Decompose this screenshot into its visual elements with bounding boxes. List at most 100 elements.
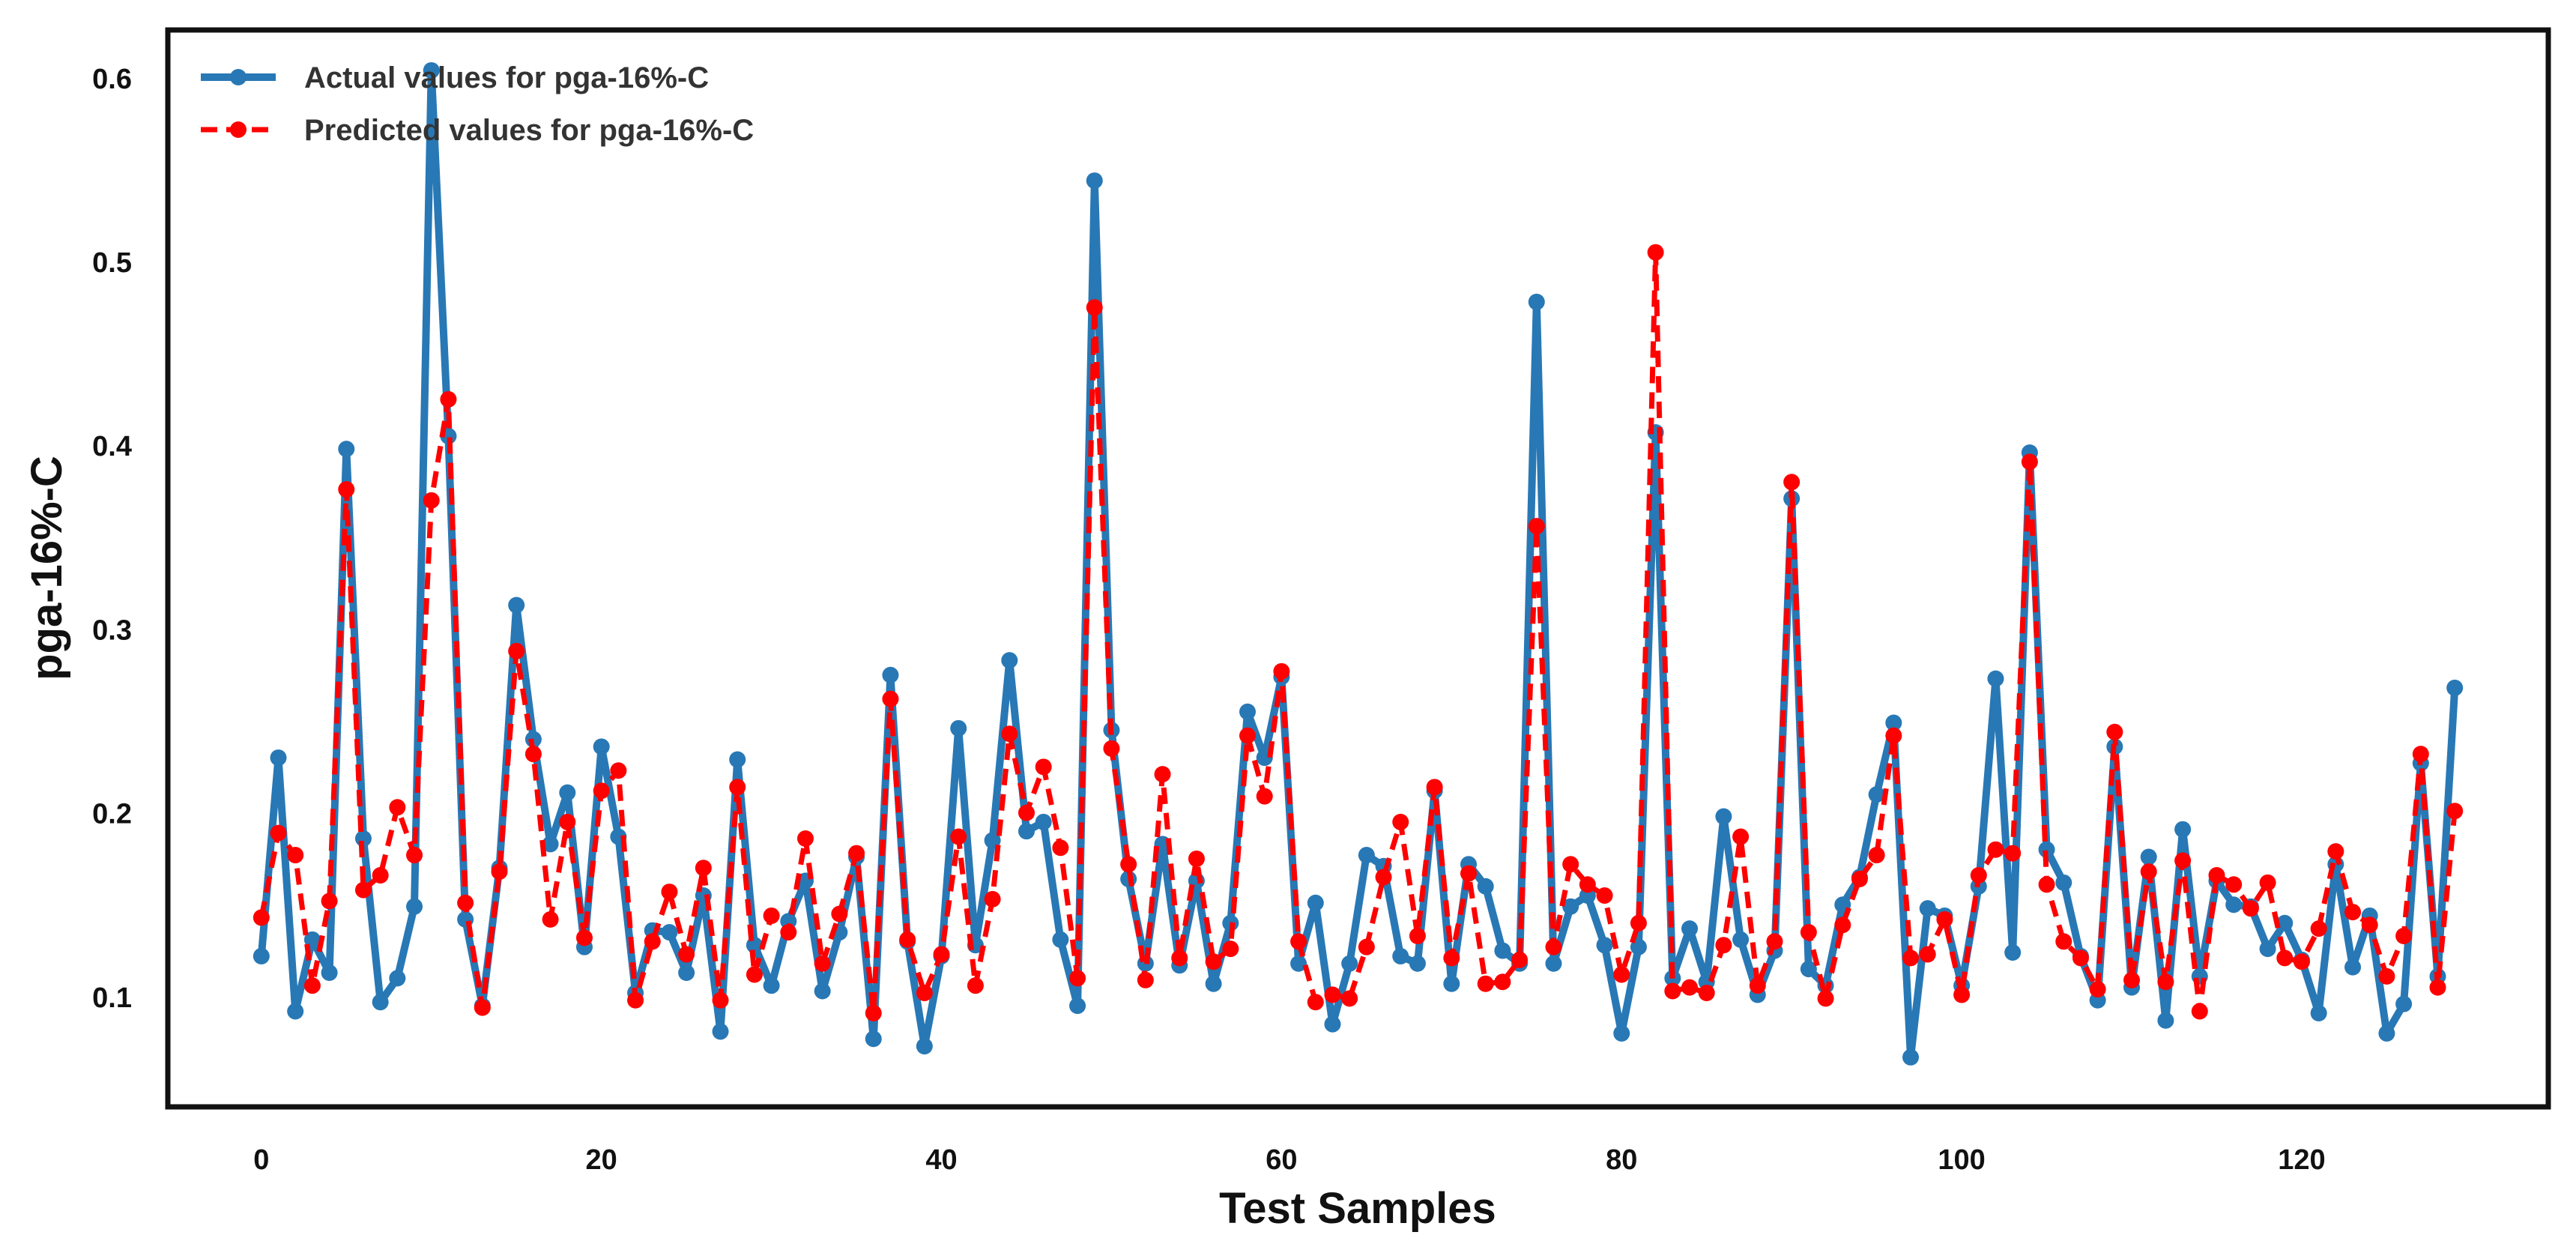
data-point-actual	[1018, 823, 1035, 840]
data-point-actual	[712, 1023, 729, 1040]
y-tick-label: 0.3	[92, 615, 132, 646]
data-point-predicted	[2191, 1003, 2208, 1020]
data-point-predicted	[2021, 453, 2038, 471]
data-point-predicted	[1341, 990, 1358, 1007]
data-point-actual	[2310, 1004, 2327, 1021]
data-point-predicted	[1052, 839, 1069, 857]
data-point-predicted	[372, 867, 389, 884]
data-point-predicted	[389, 799, 406, 816]
data-point-actual	[593, 738, 610, 755]
data-point-predicted	[1732, 828, 1750, 845]
data-point-actual	[2157, 1012, 2174, 1029]
plot-area	[253, 61, 2464, 1066]
data-point-actual	[1902, 1048, 1920, 1066]
data-point-predicted	[695, 860, 712, 877]
data-point-actual	[2174, 821, 2192, 838]
data-point-predicted	[2259, 874, 2276, 891]
data-point-predicted	[440, 390, 457, 408]
data-point-predicted	[627, 991, 644, 1009]
data-point-predicted	[270, 824, 287, 842]
data-point-actual	[508, 597, 525, 614]
data-point-predicted	[1511, 951, 1529, 968]
data-point-actual	[1052, 931, 1069, 948]
data-point-actual	[2004, 944, 2022, 961]
data-point-predicted	[2072, 949, 2089, 967]
data-point-actual	[423, 61, 440, 79]
data-point-predicted	[967, 977, 984, 994]
data-point-predicted	[1137, 971, 1154, 988]
data-point-predicted	[2004, 845, 2022, 862]
data-point-actual	[1358, 847, 1375, 864]
data-point-predicted	[2106, 723, 2123, 740]
data-point-predicted	[1392, 813, 1409, 830]
data-point-actual	[1239, 703, 1256, 720]
data-point-predicted	[1035, 758, 1052, 776]
data-point-predicted	[2429, 979, 2446, 996]
data-point-predicted	[1902, 949, 1920, 967]
data-point-predicted	[1681, 979, 1699, 996]
data-point-predicted	[457, 894, 474, 911]
data-point-predicted	[1154, 766, 1171, 783]
data-point-predicted	[1936, 911, 1953, 928]
data-point-actual	[1528, 293, 1545, 310]
y-tick-label: 0.2	[92, 799, 132, 830]
data-point-predicted	[2174, 852, 2192, 869]
data-point-predicted	[1613, 966, 1630, 983]
data-point-predicted	[2395, 927, 2413, 944]
data-point-predicted	[1817, 990, 1834, 1007]
data-point-predicted	[406, 847, 423, 864]
data-point-predicted	[2378, 967, 2395, 985]
data-point-actual	[1868, 786, 1885, 803]
data-point-predicted	[491, 863, 508, 881]
data-point-predicted	[1375, 869, 1392, 886]
data-point-actual	[950, 719, 967, 737]
data-point-actual	[406, 898, 423, 915]
data-point-actual	[253, 947, 270, 964]
data-point-predicted	[423, 492, 440, 509]
data-point-predicted	[2140, 863, 2157, 881]
data-point-predicted	[2225, 876, 2243, 893]
data-point-actual	[2276, 914, 2294, 932]
data-point-actual	[2055, 874, 2072, 891]
data-point-actual	[2446, 679, 2464, 696]
x-tick-label: 0	[253, 1144, 269, 1176]
data-point-predicted	[2361, 917, 2378, 934]
data-point-predicted	[1800, 924, 1817, 941]
data-point-actual	[1409, 955, 1426, 972]
x-tick-label: 40	[925, 1144, 957, 1176]
data-point-predicted	[1358, 938, 1375, 955]
data-point-predicted	[542, 911, 559, 928]
data-point-predicted	[2055, 933, 2072, 950]
x-axis: 0 20 40 60 80 100 120	[253, 1144, 2325, 1176]
data-point-predicted	[848, 845, 865, 862]
data-point-predicted	[763, 907, 780, 924]
data-point-predicted	[882, 690, 899, 707]
data-point-actual	[1715, 808, 1732, 825]
data-point-predicted	[1987, 841, 2004, 858]
data-point-predicted	[780, 924, 797, 941]
data-point-predicted	[593, 782, 610, 800]
data-point-predicted	[1188, 850, 1205, 867]
data-point-actual	[865, 1030, 882, 1048]
data-point-predicted	[1086, 299, 1103, 316]
data-point-predicted	[1766, 933, 1783, 950]
data-point-actual	[2140, 848, 2157, 866]
x-tick-label: 120	[2278, 1144, 2325, 1176]
y-axis-label: pga-16%-C	[22, 456, 71, 680]
data-point-predicted	[796, 830, 814, 847]
data-point-actual	[1613, 1024, 1630, 1042]
data-point-actual	[321, 964, 338, 981]
data-point-predicted	[1222, 940, 1239, 958]
data-point-predicted	[712, 991, 729, 1009]
data-point-predicted	[1256, 788, 1273, 805]
data-point-predicted	[678, 946, 695, 963]
data-point-actual	[1732, 931, 1750, 948]
data-point-actual	[1545, 955, 1562, 972]
y-tick-label: 0.6	[92, 64, 132, 95]
data-point-actual	[678, 964, 695, 981]
data-point-actual	[2038, 841, 2055, 858]
data-point-predicted	[1885, 727, 1902, 744]
data-point-actual	[2378, 1024, 2395, 1042]
data-point-predicted	[1307, 994, 1324, 1011]
